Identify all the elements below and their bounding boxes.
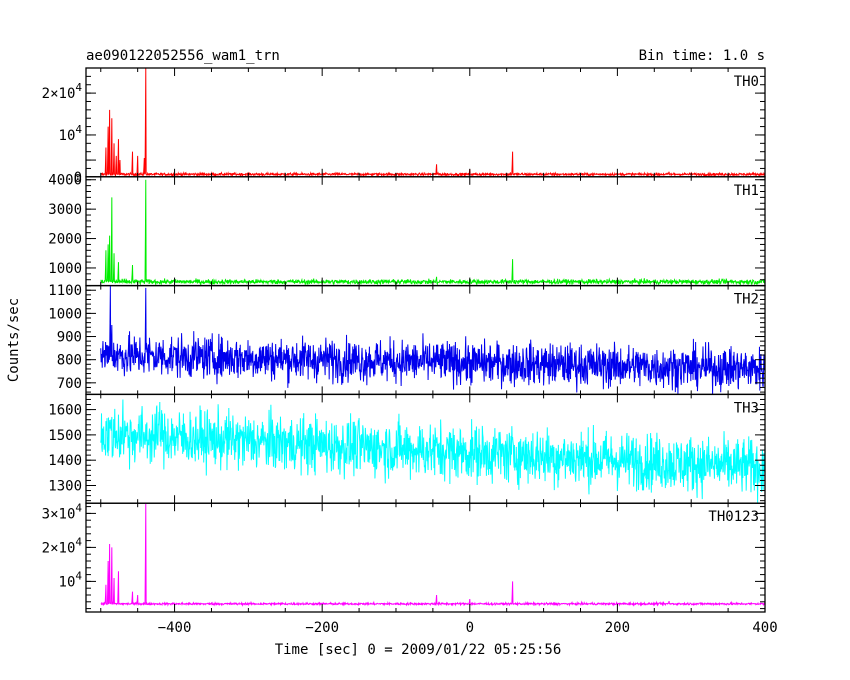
- series-line-th3: [100, 399, 765, 503]
- x-axis: −400 −200 0 200 400: [158, 620, 778, 636]
- y-tick-label: 700: [57, 376, 82, 392]
- series-line-th2: [100, 285, 765, 395]
- panel-label-th2: TH2: [734, 292, 759, 308]
- y-tick-label: 1300: [48, 478, 82, 494]
- y-tick-label: 4000: [48, 173, 82, 189]
- y-tick-label: 2000: [48, 232, 82, 248]
- plot-title: ae090122052556_wam1_trn: [86, 48, 280, 64]
- x-axis-label: Time [sec] 0 = 2009/01/22 05:25:56: [275, 642, 562, 658]
- panel-frame: [85, 176, 766, 287]
- y-tick-label: 800: [57, 353, 82, 369]
- y-tick-label: 1500: [48, 428, 82, 444]
- x-tick-label: 0: [466, 620, 474, 636]
- y-tick-label: 0: [74, 170, 82, 186]
- panel-label-th1: TH1: [734, 183, 759, 199]
- y-tick-label: 1400: [48, 453, 82, 469]
- x-tick-label: −400: [158, 620, 192, 636]
- bin-time-label: Bin time: 1.0 s: [639, 48, 765, 64]
- y-tick-label: 2×104: [42, 535, 83, 556]
- y-tick-label: 1000: [48, 306, 82, 322]
- panel-th0: 0 104 2×104 TH0: [42, 67, 766, 186]
- panel-frame: [85, 502, 766, 613]
- panel-label-th3: TH3: [734, 400, 759, 416]
- y-tick-label: 900: [57, 330, 82, 346]
- y-tick-label: 104: [59, 123, 83, 144]
- x-tick-label: 200: [605, 620, 630, 636]
- series-line-th0: [100, 68, 765, 177]
- panel-th3: 1300 1400 1500 1600 TH3: [48, 393, 766, 504]
- panel-th0123: 104 2×104 3×104 TH0123: [42, 501, 766, 613]
- y-tick-label: 104: [59, 569, 83, 590]
- y-tick-label: 1600: [48, 403, 82, 419]
- y-tick-label: 1000: [48, 261, 82, 277]
- y-tick-label: 3×104: [42, 501, 83, 522]
- panel-frame: [85, 67, 766, 178]
- x-tick-label: −200: [305, 620, 339, 636]
- panel-th1: 1000 2000 3000 4000 TH1: [48, 173, 766, 287]
- panel-label-th0: TH0: [734, 74, 759, 90]
- series-line-th1: [100, 179, 765, 286]
- panel-label-th0123: TH0123: [708, 509, 759, 525]
- panels-group: 0 104 2×104 TH0 1000 2000 3000 4000 TH1 700 800 900…: [42, 67, 766, 613]
- y-axis-label: Counts/sec: [6, 298, 22, 382]
- series-line-th0123: [100, 503, 765, 607]
- y-tick-label: 1100: [48, 283, 82, 299]
- y-tick-label: 3000: [48, 202, 82, 218]
- x-tick-label: 400: [752, 620, 777, 636]
- panel-th2: 700 800 900 1000 1100 TH2: [48, 283, 766, 396]
- y-tick-label: 2×104: [42, 81, 83, 102]
